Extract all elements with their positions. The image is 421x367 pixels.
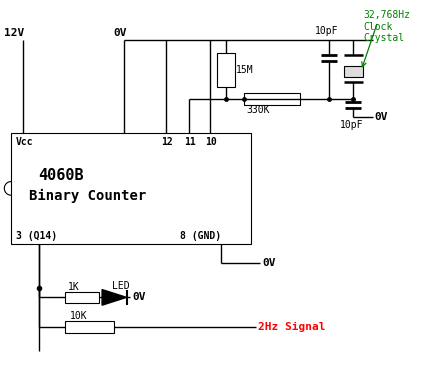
Polygon shape [102, 290, 127, 305]
Text: Binary Counter: Binary Counter [29, 189, 146, 203]
Text: 0V: 0V [132, 292, 146, 302]
Text: 0V: 0V [114, 29, 127, 39]
Bar [217, 53, 235, 87]
Text: 3 (Q14): 3 (Q14) [16, 231, 57, 241]
Text: 4060B: 4060B [39, 168, 84, 183]
Text: 10pF: 10pF [315, 26, 338, 36]
Text: 8 (GND): 8 (GND) [180, 231, 221, 241]
Text: 10pF: 10pF [340, 120, 363, 130]
Text: 32,768Hz
Clock
Crystal: 32,768Hz Clock Crystal [363, 10, 410, 43]
Text: 12V: 12V [4, 29, 24, 39]
Bar [11, 133, 250, 244]
Text: LED: LED [112, 281, 130, 291]
Text: 15M: 15M [236, 65, 253, 75]
Text: 0V: 0V [262, 258, 276, 268]
Bar [65, 291, 99, 303]
Text: 330K: 330K [247, 105, 270, 115]
Bar [244, 93, 299, 105]
Text: 10: 10 [205, 137, 216, 147]
Text: 0V: 0V [375, 112, 388, 121]
Text: 10K: 10K [70, 311, 88, 321]
Text: 1K: 1K [68, 281, 80, 292]
Text: 11: 11 [184, 137, 196, 147]
Text: 12: 12 [161, 137, 173, 147]
Bar [65, 321, 114, 333]
Bar [344, 66, 363, 77]
Text: Vcc: Vcc [16, 137, 34, 147]
Text: 2Hz Signal: 2Hz Signal [258, 322, 326, 332]
